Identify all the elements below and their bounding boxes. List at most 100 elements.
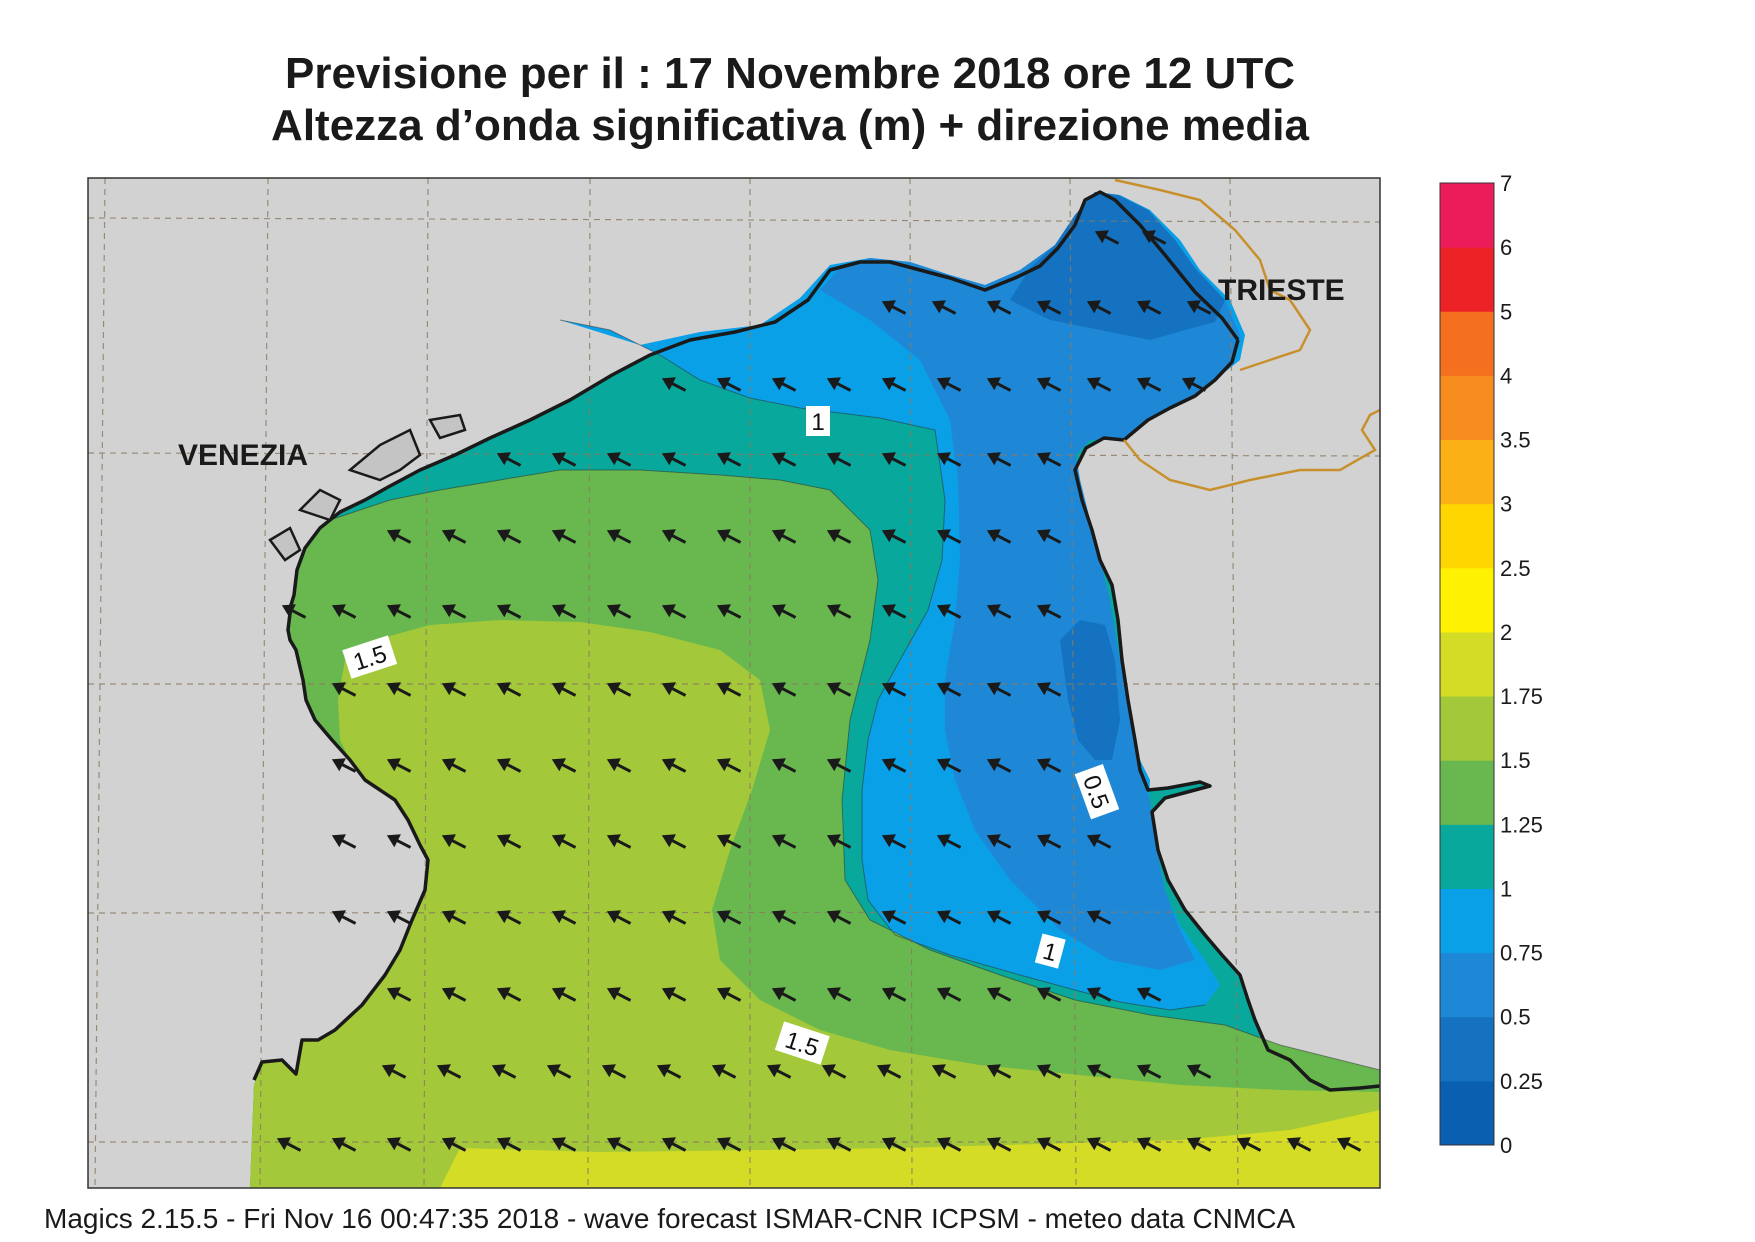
wave-arrow-head	[716, 452, 731, 466]
wave-arrow-head	[331, 1137, 346, 1151]
wave-arrow-head	[496, 452, 511, 466]
wave-arrow-head	[821, 1064, 836, 1078]
wave-arrow-head	[1036, 1137, 1051, 1151]
wave-arrow-head	[386, 987, 401, 1001]
legend-tick-label: 0.25	[1500, 1069, 1543, 1094]
city-label-trieste: TRIESTE	[1218, 274, 1345, 307]
wave-arrow-head	[1036, 300, 1051, 314]
wave-arrow-head	[441, 758, 456, 772]
wave-arrow-head	[936, 377, 951, 391]
wave-arrow-head	[441, 834, 456, 848]
wave-arrow-head	[606, 758, 621, 772]
lat-lon-grid	[88, 178, 1380, 1188]
wave-arrow-head	[551, 834, 566, 848]
wave-arrow-head	[881, 529, 896, 543]
svg-text:1: 1	[811, 409, 824, 436]
wave-arrow-head	[986, 529, 1001, 543]
wave-arrow-head	[661, 682, 676, 696]
wave-arrow-head	[1136, 987, 1151, 1001]
wave-arrow-head	[386, 529, 401, 543]
wave-arrow-head	[331, 910, 346, 924]
wave-arrow-head	[716, 377, 731, 391]
legend-tick-label: 3	[1500, 492, 1512, 517]
wave-arrow-head	[716, 529, 731, 543]
wave-arrow-head	[931, 300, 946, 314]
wave-arrow-head	[1036, 758, 1051, 772]
legend-swatch	[1440, 824, 1494, 889]
wave-arrow-head	[661, 834, 676, 848]
legend-tick-label: 2.5	[1500, 556, 1531, 581]
contour-label-1.5-west: 1.5	[342, 635, 398, 679]
wave-arrow-head	[881, 910, 896, 924]
wave-arrow-head	[986, 834, 1001, 848]
wave-arrow-head	[936, 834, 951, 848]
wave-arrow-head	[386, 758, 401, 772]
contour-label-1-north: 1	[806, 406, 830, 436]
wave-arrow-head	[661, 529, 676, 543]
wave-arrow-head	[986, 987, 1001, 1001]
wave-arrow-head	[881, 1137, 896, 1151]
wave-arrow-head	[986, 758, 1001, 772]
legend-tick-label: 0.75	[1500, 941, 1543, 966]
wave-arrow-head	[1036, 377, 1051, 391]
wave-arrow-head	[826, 682, 841, 696]
legend-tick-label: 7	[1500, 171, 1512, 196]
wave-arrow-head	[331, 682, 346, 696]
wave-arrow-head	[551, 758, 566, 772]
wave-arrow-head	[826, 910, 841, 924]
wave-arrow-head	[441, 682, 456, 696]
legend-colorbar: 0 0.25 0.5 0.75 1 1.25 1.5 1.75 2 2.5 3 3.5 4 5 6 7	[1439, 171, 1543, 1158]
wave-arrow-head	[936, 758, 951, 772]
wave-arrow-head	[606, 1137, 621, 1151]
wave-arrow-head	[826, 377, 841, 391]
wave-arrow-head	[1186, 300, 1201, 314]
wave-arrow-head	[826, 987, 841, 1001]
wave-arrow-head	[386, 1137, 401, 1151]
wave-arrow-head	[551, 987, 566, 1001]
wave-arrow-head	[771, 987, 786, 1001]
legend-swatch	[1440, 247, 1494, 312]
wave-arrow-head	[546, 1064, 561, 1078]
wave-arrow-head	[826, 529, 841, 543]
legend-tick-label: 1.75	[1500, 684, 1543, 709]
wave-arrow-head	[1086, 377, 1101, 391]
wave-arrow-head	[441, 987, 456, 1001]
wave-arrow-head	[386, 910, 401, 924]
wave-arrow-head	[331, 834, 346, 848]
wave-band-1.75-2	[440, 1110, 1380, 1188]
legend-tick-label: 6	[1500, 235, 1512, 260]
wave-arrow-head	[1036, 1064, 1051, 1078]
wave-arrow-head	[551, 452, 566, 466]
wave-arrow-head	[881, 758, 896, 772]
legend-tick-label: 2	[1500, 620, 1512, 645]
wave-arrow-head	[661, 452, 676, 466]
wave-arrow-head	[881, 987, 896, 1001]
title-line-1: Previsione per il : 17 Novembre 2018 ore…	[285, 49, 1295, 98]
wave-arrow-head	[1036, 604, 1051, 618]
wave-arrow-head	[986, 1137, 1001, 1151]
legend-tick-label: 1	[1500, 876, 1512, 901]
wave-arrow-head	[1086, 834, 1101, 848]
wave-arrow-head	[936, 452, 951, 466]
wave-arrow-head	[986, 452, 1001, 466]
wave-arrow-head	[661, 377, 676, 391]
wave-arrow-head	[386, 834, 401, 848]
wave-arrow-head	[436, 1064, 451, 1078]
map-frame	[87, 177, 1381, 1189]
wave-band-0.25-0.5	[1010, 192, 1225, 340]
wave-arrow-head	[496, 529, 511, 543]
coastline-italy	[252, 190, 1240, 1081]
title-line-2: Altezza d’onda significativa (m) + direz…	[271, 101, 1309, 150]
wave-arrow-head	[441, 529, 456, 543]
wave-arrow-head	[441, 604, 456, 618]
wave-arrow-head	[276, 1137, 291, 1151]
wave-arrow-head	[986, 682, 1001, 696]
wave-arrow-head	[1086, 1064, 1101, 1078]
wave-arrow-head	[826, 834, 841, 848]
wave-arrow-head	[771, 758, 786, 772]
wave-arrow-head	[826, 1137, 841, 1151]
wave-arrow-head	[716, 758, 731, 772]
wave-arrow-head	[716, 834, 731, 848]
wave-arrow-head	[936, 987, 951, 1001]
